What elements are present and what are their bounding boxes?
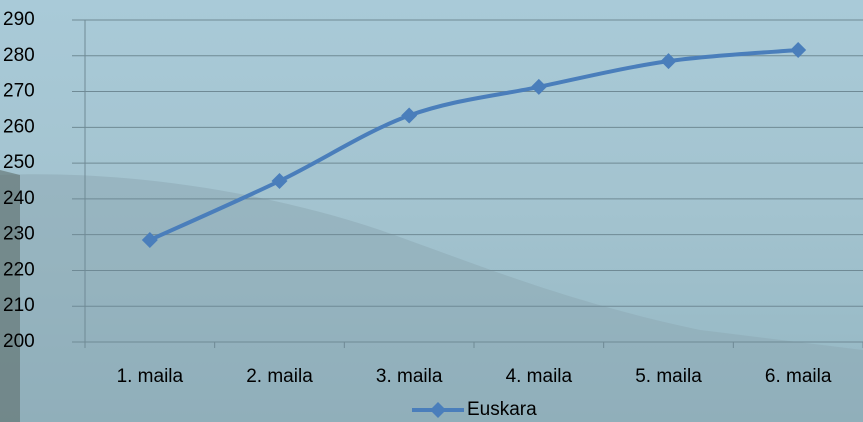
y-tick-label: 240 — [3, 188, 35, 209]
x-tick-label: 5. maila — [635, 366, 702, 387]
y-tick-label: 270 — [3, 81, 35, 102]
point-marker — [401, 107, 418, 124]
background-hill — [0, 174, 863, 422]
x-tick-label: 6. maila — [765, 366, 832, 387]
point-marker — [660, 53, 677, 70]
y-tick-label: 290 — [3, 9, 35, 30]
y-tick-label: 230 — [3, 224, 35, 245]
legend-label: Euskara — [467, 399, 537, 420]
x-tick-label: 3. maila — [376, 366, 443, 387]
y-tick-label: 210 — [3, 295, 35, 316]
x-tick-label: 1. maila — [117, 366, 184, 387]
y-tick-label: 250 — [3, 152, 35, 173]
point-marker — [530, 78, 547, 95]
point-marker — [141, 232, 158, 249]
point-marker — [790, 42, 807, 59]
legend-marker — [430, 402, 446, 418]
line-series — [149, 48, 799, 242]
y-tick-label: 280 — [3, 45, 35, 66]
y-tick-label: 200 — [3, 331, 35, 352]
background-rock — [0, 170, 20, 422]
x-tick-label: 4. maila — [506, 366, 573, 387]
point-marker — [271, 173, 288, 189]
x-tick-label: 2. maila — [246, 366, 313, 387]
y-tick-label: 260 — [3, 116, 35, 137]
y-tick-label: 220 — [3, 259, 35, 280]
